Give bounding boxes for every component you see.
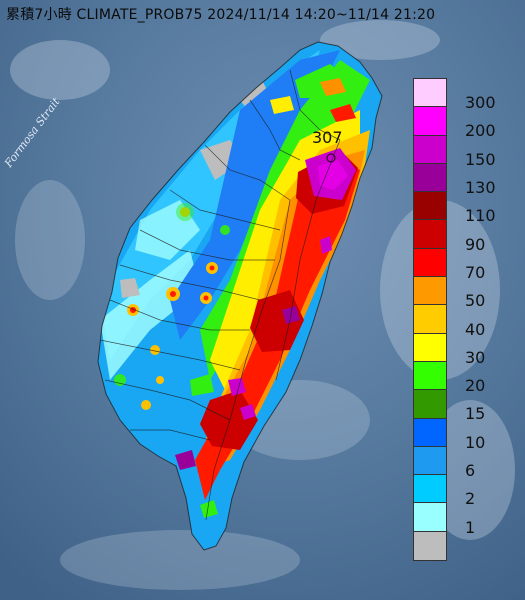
legend-label: 30 bbox=[465, 347, 486, 367]
legend-swatch bbox=[414, 79, 446, 108]
legend-label: 300 bbox=[465, 93, 496, 113]
legend-label: 110 bbox=[465, 206, 496, 226]
legend-swatch bbox=[414, 192, 446, 221]
legend-swatch bbox=[414, 277, 446, 306]
legend-label: 200 bbox=[465, 121, 496, 141]
legend-swatch bbox=[414, 333, 446, 362]
legend-label: 10 bbox=[465, 432, 486, 452]
legend-label: 20 bbox=[465, 376, 486, 396]
legend-label: 150 bbox=[465, 149, 496, 169]
legend-swatch bbox=[414, 503, 446, 532]
legend-label: 2 bbox=[465, 489, 476, 509]
legend-swatch bbox=[414, 107, 446, 136]
legend-label: 90 bbox=[465, 234, 486, 254]
legend-label: 70 bbox=[465, 262, 486, 282]
legend-label: 50 bbox=[465, 291, 486, 311]
legend-swatch bbox=[414, 248, 446, 278]
legend-swatch bbox=[414, 418, 446, 447]
legend-label: 1 bbox=[465, 517, 476, 537]
legend-swatch bbox=[414, 475, 446, 504]
legend-swatch bbox=[414, 135, 446, 164]
legend-label: 15 bbox=[465, 404, 486, 424]
legend-label: 40 bbox=[465, 319, 486, 339]
legend-swatch bbox=[414, 220, 446, 249]
map-title: 累積7小時 CLIMATE_PROB75 2024/11/14 14:20~11… bbox=[6, 7, 436, 23]
legend-swatch bbox=[414, 390, 446, 419]
max-value-label: 307 bbox=[312, 128, 343, 147]
legend-swatch bbox=[414, 361, 446, 391]
legend-swatch bbox=[414, 163, 446, 193]
legend-swatch bbox=[414, 305, 446, 334]
color-legend bbox=[413, 78, 447, 562]
legend-swatch bbox=[414, 446, 446, 476]
legend-swatch bbox=[414, 531, 446, 561]
legend-label: 130 bbox=[465, 178, 496, 198]
legend-label: 6 bbox=[465, 461, 476, 481]
